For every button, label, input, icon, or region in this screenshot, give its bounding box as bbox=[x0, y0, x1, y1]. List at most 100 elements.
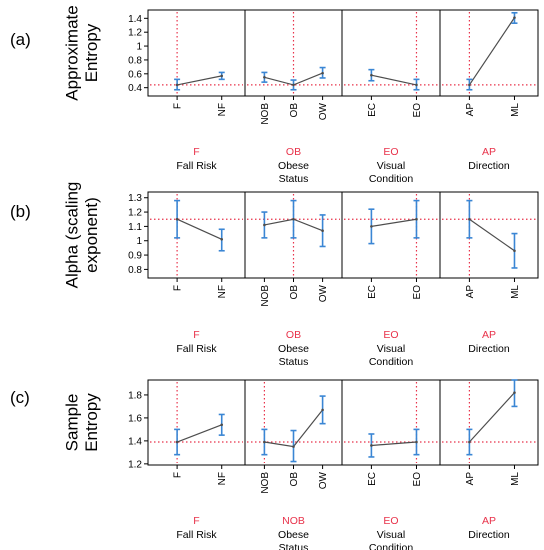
category-label: EO bbox=[412, 472, 423, 487]
factor-name: Visual bbox=[377, 343, 405, 355]
reference-level-label: F bbox=[193, 329, 199, 341]
category-label: EC bbox=[367, 285, 378, 299]
y-tick-label: 0.8 bbox=[128, 265, 142, 276]
factor-name: Direction bbox=[468, 343, 510, 355]
y-tick-label: 0.4 bbox=[128, 83, 142, 94]
factor-1: F NF F Fall Risk bbox=[147, 379, 246, 541]
category-label: ML bbox=[510, 103, 521, 117]
mean-point bbox=[263, 75, 266, 79]
mean-point bbox=[415, 440, 418, 444]
mean-point bbox=[220, 423, 224, 427]
reference-level-label: OB bbox=[286, 146, 301, 158]
panel-label: (b) bbox=[10, 202, 31, 221]
panel-label: (c) bbox=[10, 388, 30, 407]
mean-point bbox=[513, 391, 516, 394]
mean-line bbox=[469, 218, 515, 252]
y-tick-label: 1.3 bbox=[128, 193, 142, 204]
y-axis-label: SampleEntropy bbox=[62, 393, 101, 452]
plot-frame bbox=[341, 9, 441, 97]
y-axis-label-line: exponent) bbox=[82, 197, 101, 273]
mean-line bbox=[371, 441, 417, 447]
category-label: EO bbox=[412, 285, 423, 300]
mean-line bbox=[371, 74, 417, 86]
mean-point bbox=[292, 445, 295, 448]
mean-line bbox=[371, 218, 417, 227]
factor-name: Condition bbox=[369, 173, 414, 185]
factor-name: Status bbox=[279, 173, 309, 185]
category-label: OB bbox=[289, 472, 300, 487]
mean-point bbox=[292, 83, 295, 87]
panel-3: (c) SampleEntropy 1.2 1.4 1.6 1.8 F NF F Fall Ris… bbox=[10, 379, 539, 550]
plot-frame bbox=[341, 191, 441, 279]
factor-name: Direction bbox=[468, 160, 510, 172]
category-label: F bbox=[173, 472, 184, 478]
factor-name: Condition bbox=[369, 356, 414, 368]
category-label: EC bbox=[367, 472, 378, 486]
mean-point bbox=[175, 440, 179, 444]
plot-frame bbox=[341, 379, 441, 466]
y-tick-label: 1.4 bbox=[128, 436, 142, 447]
mean-point bbox=[370, 225, 373, 228]
mean-point bbox=[292, 217, 295, 221]
mean-point bbox=[220, 238, 224, 241]
plot-frame bbox=[439, 9, 539, 97]
category-label: OW bbox=[318, 102, 329, 120]
reference-level-label: F bbox=[193, 146, 199, 158]
y-tick-label: 1.6 bbox=[128, 413, 142, 424]
factor-name: Obese bbox=[278, 343, 309, 355]
reference-level-label: EO bbox=[383, 515, 398, 527]
reference-level-label: EO bbox=[383, 329, 398, 341]
category-label: OW bbox=[318, 471, 329, 489]
mean-point bbox=[263, 223, 266, 227]
category-label: AP bbox=[465, 472, 476, 486]
y-tick-label: 0.8 bbox=[128, 55, 142, 66]
y-tick-label: 1.1 bbox=[128, 222, 142, 233]
mean-point bbox=[513, 249, 516, 253]
factor-name: Fall Risk bbox=[176, 529, 217, 541]
category-label: F bbox=[173, 103, 184, 109]
mean-point bbox=[220, 74, 224, 78]
mean-point bbox=[321, 408, 324, 412]
reference-level-label: OB bbox=[286, 329, 301, 341]
mean-line bbox=[176, 218, 222, 240]
factor-1: F NF F Fall Risk bbox=[147, 191, 246, 355]
panel-label: (a) bbox=[10, 30, 31, 49]
category-label: OW bbox=[318, 284, 329, 302]
factor-name: Direction bbox=[468, 529, 510, 541]
category-label: ML bbox=[510, 472, 521, 486]
category-label: NOB bbox=[260, 472, 271, 494]
category-label: AP bbox=[465, 285, 476, 299]
mean-point bbox=[513, 16, 516, 19]
category-label: EO bbox=[412, 103, 423, 118]
factor-name: Obese bbox=[278, 160, 309, 172]
reference-level-label: EO bbox=[383, 146, 398, 158]
plot-frame bbox=[147, 191, 246, 279]
mean-line bbox=[468, 392, 515, 443]
mean-point bbox=[263, 440, 266, 444]
mean-point bbox=[321, 71, 324, 75]
category-label: NF bbox=[217, 472, 228, 485]
category-label: NOB bbox=[260, 103, 271, 125]
factor-name: Status bbox=[279, 542, 309, 550]
y-tick-label: 1 bbox=[136, 42, 142, 53]
mean-point bbox=[415, 217, 418, 221]
factor-4: AP ML AP Direction bbox=[439, 379, 539, 541]
y-axis-label-line: Entropy bbox=[82, 393, 101, 452]
mean-point bbox=[321, 229, 324, 232]
reference-level-label: AP bbox=[482, 515, 496, 527]
plot-frame bbox=[147, 9, 246, 97]
category-label: OB bbox=[289, 285, 300, 300]
reference-level-label: NOB bbox=[282, 515, 305, 527]
mean-point bbox=[468, 217, 471, 221]
y-axis-label-line: Sample bbox=[62, 394, 81, 452]
category-label: NF bbox=[217, 285, 228, 298]
plot-frame bbox=[439, 191, 539, 279]
category-label: EC bbox=[367, 103, 378, 117]
factor-name: Fall Risk bbox=[176, 160, 217, 172]
mean-point bbox=[468, 83, 471, 87]
